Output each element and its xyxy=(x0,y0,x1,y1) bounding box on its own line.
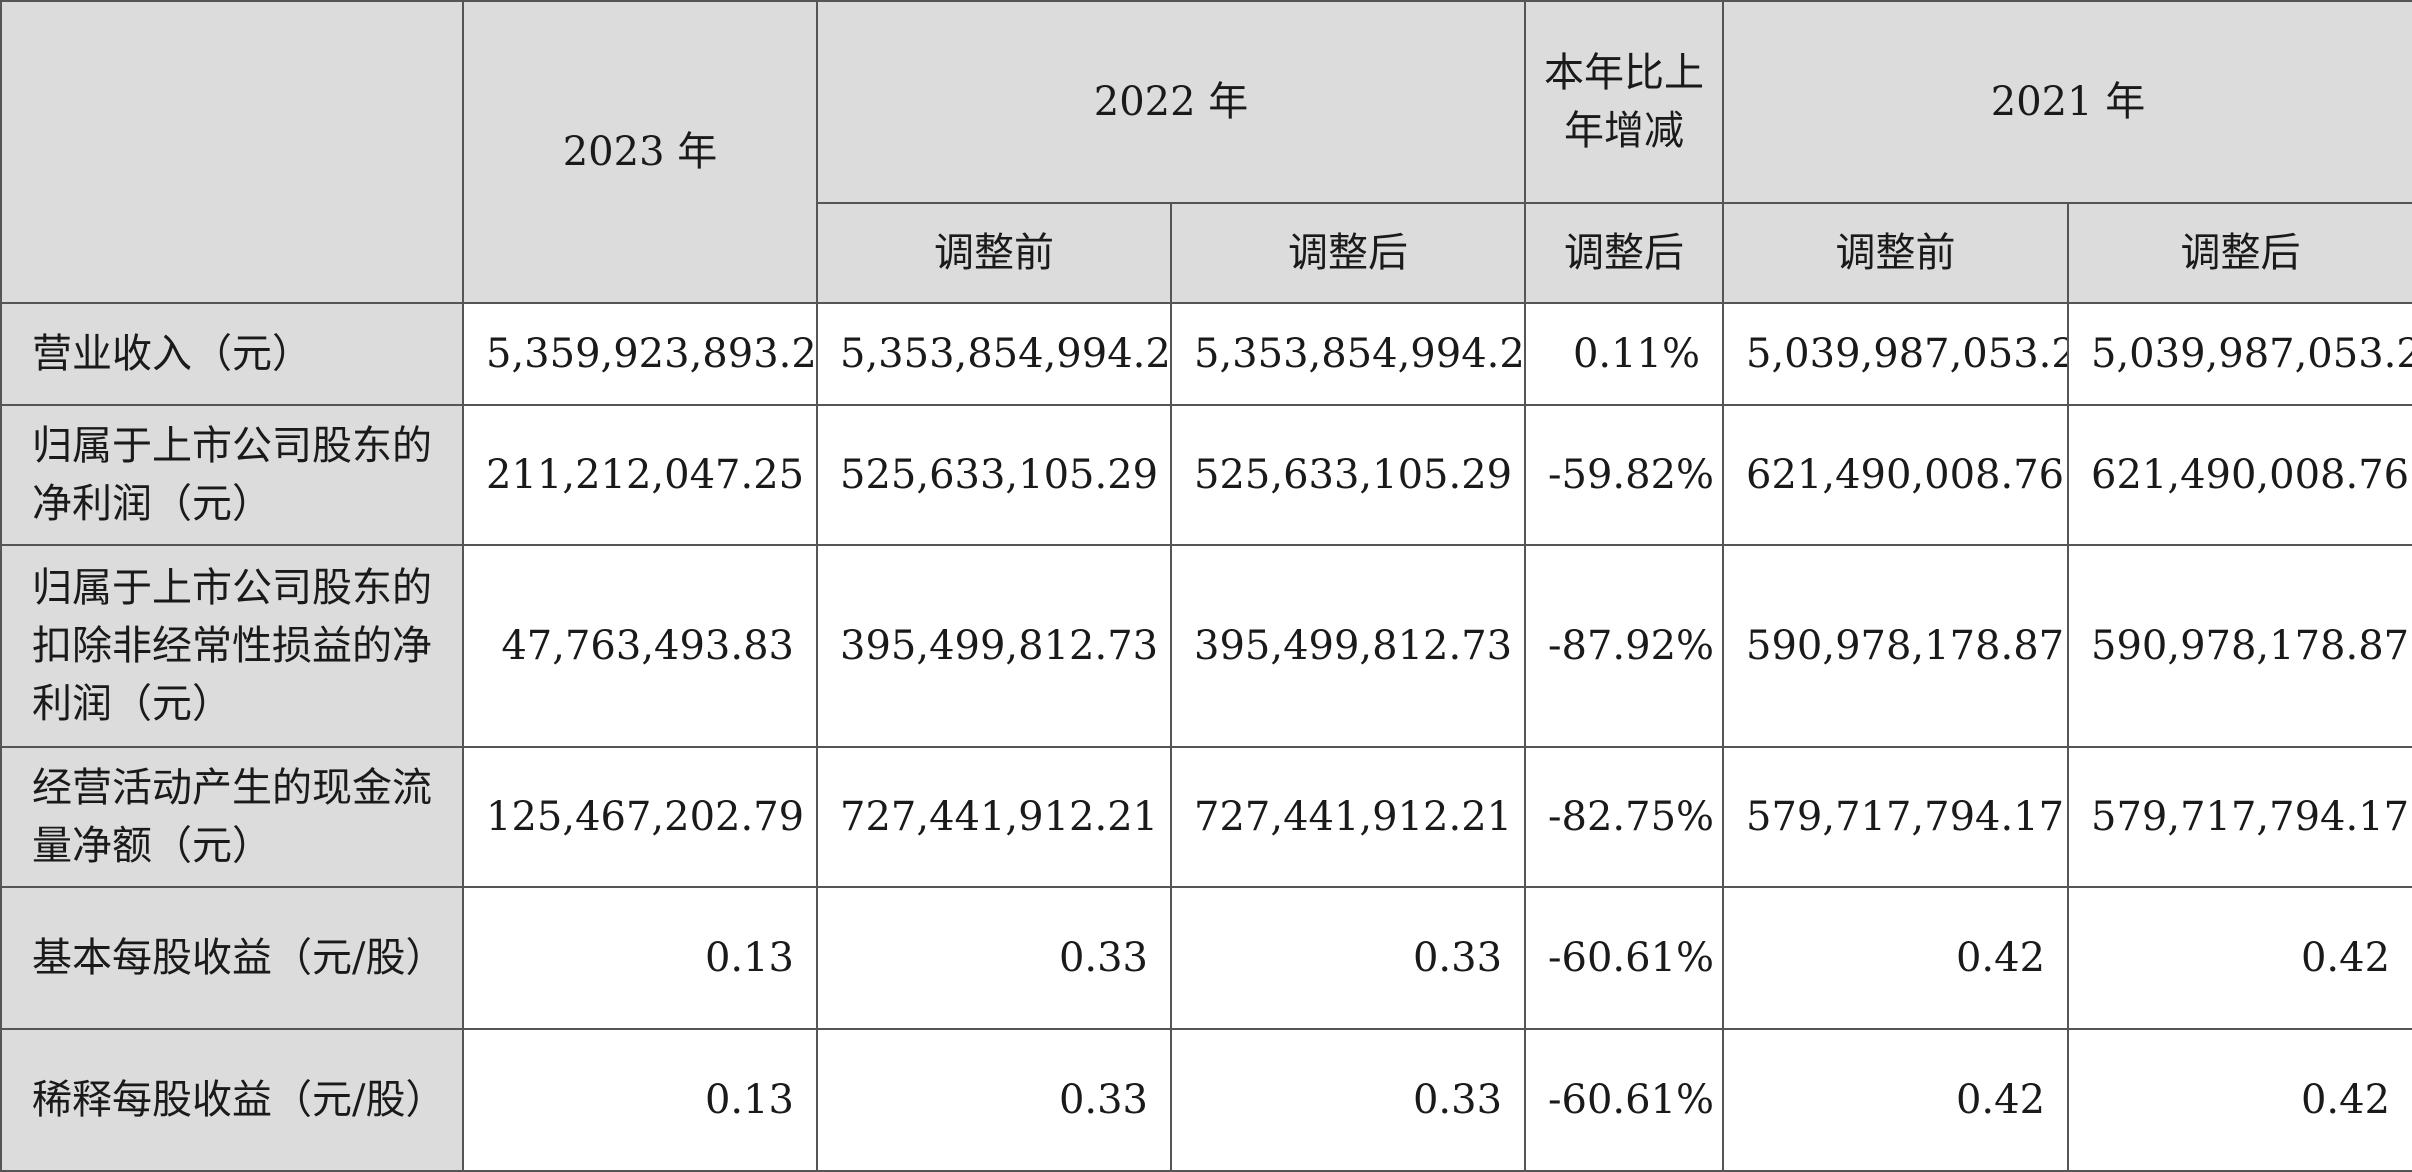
header-change-after-adjustment: 调整后 xyxy=(1524,202,1725,304)
header-yoy-change: 本年比上年增减 xyxy=(1524,0,1725,204)
value-change: -60.61% xyxy=(1524,886,1725,1030)
value-2022-after: 525,633,105.29 xyxy=(1169,404,1527,546)
value-2022-before: 0.33 xyxy=(816,1028,1172,1172)
value-2021-before: 579,717,794.17 xyxy=(1722,746,2070,888)
header-2021-after-adjustment: 调整后 xyxy=(2067,202,2412,304)
value-2023: 0.13 xyxy=(462,1028,818,1172)
table-row-operating-revenue: 营业收入（元） 5,359,923,893.28 5,353,854,994.2… xyxy=(0,302,2412,406)
value-2022-after: 0.33 xyxy=(1169,886,1527,1030)
table-row-net-profit: 归属于上市公司股东的净利润（元） 211,212,047.25 525,633,… xyxy=(0,404,2412,546)
table-row-diluted-eps: 稀释每股收益（元/股） 0.13 0.33 0.33 -60.61% 0.42 … xyxy=(0,1028,2412,1172)
header-2022-after-adjustment: 调整后 xyxy=(1169,202,1527,304)
row-label: 营业收入（元） xyxy=(0,302,464,406)
row-label: 归属于上市公司股东的净利润（元） xyxy=(0,404,464,546)
header-row-years: 2023 年 2022 年 本年比上年增减 2021 年 xyxy=(0,0,2412,304)
table-row-net-profit-deducted: 归属于上市公司股东的扣除非经常性损益的净利润（元） 47,763,493.83 … xyxy=(0,544,2412,748)
value-2021-before: 5,039,987,053.24 xyxy=(1722,302,2070,406)
value-2023: 47,763,493.83 xyxy=(462,544,818,748)
value-2021-before: 621,490,008.76 xyxy=(1722,404,2070,546)
value-change: -60.61% xyxy=(1524,1028,1725,1172)
value-2023: 5,359,923,893.28 xyxy=(462,302,818,406)
header-year-2022: 2022 年 xyxy=(815,0,1527,204)
header-year-2021: 2021 年 xyxy=(1722,0,2412,204)
value-2021-after: 0.42 xyxy=(2067,1028,2412,1172)
value-2021-before: 590,978,178.87 xyxy=(1722,544,2070,748)
value-2022-before: 525,633,105.29 xyxy=(816,404,1172,546)
value-2021-before: 0.42 xyxy=(1722,886,2070,1030)
value-change: -59.82% xyxy=(1524,404,1725,546)
table-row-basic-eps: 基本每股收益（元/股） 0.13 0.33 0.33 -60.61% 0.42 … xyxy=(0,886,2412,1030)
value-2023: 211,212,047.25 xyxy=(462,404,818,546)
header-2022-before-adjustment: 调整前 xyxy=(816,202,1172,304)
value-2023: 125,467,202.79 xyxy=(462,746,818,888)
row-label: 经营活动产生的现金流量净额（元） xyxy=(0,746,464,888)
value-2021-after: 0.42 xyxy=(2067,886,2412,1030)
value-2022-after: 395,499,812.73 xyxy=(1169,544,1527,748)
value-2022-before: 0.33 xyxy=(816,886,1172,1030)
value-2022-after: 727,441,912.21 xyxy=(1169,746,1527,888)
value-2023: 0.13 xyxy=(462,886,818,1030)
value-2021-after: 5,039,987,053.24 xyxy=(2067,302,2412,406)
value-change: 0.11% xyxy=(1524,302,1725,406)
value-2022-after: 0.33 xyxy=(1169,1028,1527,1172)
header-year-2023: 2023 年 xyxy=(462,0,818,304)
row-label: 稀释每股收益（元/股） xyxy=(0,1028,464,1172)
value-2022-before: 5,353,854,994.29 xyxy=(816,302,1172,406)
value-2022-before: 727,441,912.21 xyxy=(816,746,1172,888)
header-corner-cell xyxy=(0,0,464,304)
value-2022-after: 5,353,854,994.29 xyxy=(1169,302,1527,406)
value-2021-after: 621,490,008.76 xyxy=(2067,404,2412,546)
row-label: 归属于上市公司股东的扣除非经常性损益的净利润（元） xyxy=(0,544,464,748)
value-change: -87.92% xyxy=(1524,544,1725,748)
row-label: 基本每股收益（元/股） xyxy=(0,886,464,1030)
value-2021-before: 0.42 xyxy=(1722,1028,2070,1172)
value-2021-after: 590,978,178.87 xyxy=(2067,544,2412,748)
table-row-operating-cash-flow: 经营活动产生的现金流量净额（元） 125,467,202.79 727,441,… xyxy=(0,746,2412,888)
value-change: -82.75% xyxy=(1524,746,1725,888)
value-2022-before: 395,499,812.73 xyxy=(816,544,1172,748)
header-row-adjustment: 调整前 调整后 调整后 调整前 调整后 xyxy=(1,202,2412,304)
header-2021-before-adjustment: 调整前 xyxy=(1722,202,2070,304)
value-2021-after: 579,717,794.17 xyxy=(2067,746,2412,888)
